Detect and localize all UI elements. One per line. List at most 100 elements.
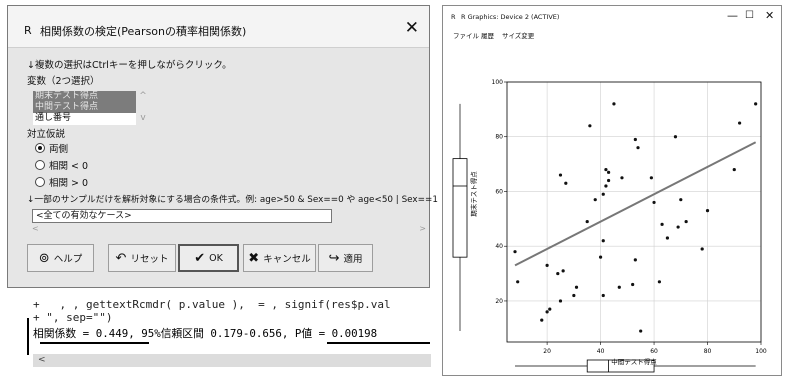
dialog-title: 相関係数の検定(Pearsonの積率相関係数) [40, 25, 247, 38]
cancel-button[interactable]: ✖ キャンセル [243, 244, 316, 272]
data-point [556, 271, 560, 276]
data-point [513, 250, 517, 254]
data-point [652, 200, 656, 205]
data-point [612, 102, 616, 106]
x-tick-label: 60 [650, 348, 658, 355]
data-point [617, 285, 621, 289]
close-icon[interactable]: ✕ [765, 9, 775, 22]
subset-scrollbar[interactable]: < > [32, 224, 426, 233]
data-point [636, 146, 640, 150]
help-button[interactable]: ⊚ ヘルプ [27, 244, 94, 272]
x-tick-label: 80 [704, 348, 712, 355]
graphics-menubar: ファイル 履歴 サイズ変更 [443, 28, 781, 42]
data-point [598, 255, 603, 259]
radio-selected-icon[interactable] [35, 143, 45, 153]
scroll-left-arrow[interactable]: < [38, 355, 46, 365]
console-line: + , , gettextRcmdr( p.value ), = , signi… [33, 298, 391, 311]
correlation-test-dialog: R 相関係数の検定(Pearsonの積率相関係数) ✕ ↓複数の選択はCtrlキ… [7, 5, 438, 288]
variable-item-id[interactable]: 通し番号 [35, 113, 72, 123]
apply-icon: ↪ [328, 250, 340, 266]
y-tick-label: 40 [495, 243, 503, 250]
data-point [585, 219, 589, 224]
data-point [601, 192, 605, 196]
listbox-scrollbar[interactable]: ^ v [139, 91, 147, 123]
data-point [684, 219, 688, 224]
data-point [665, 236, 670, 240]
radio-icon[interactable] [35, 177, 45, 187]
data-point [516, 280, 520, 284]
data-point [676, 225, 680, 229]
r-graphics-window: R R Graphics: Device 2 (ACTIVE) — ☐ ✕ ファ… [442, 5, 782, 376]
radio-less[interactable]: 相関 < 0 [35, 158, 88, 172]
maximize-icon[interactable]: ☐ [745, 10, 754, 21]
data-point [607, 178, 611, 183]
correlation-result: 相関係数 = 0.449, 95%信頼区間 0.179-0.656, P値 = … [33, 327, 378, 340]
y-boxplot [452, 103, 468, 332]
variables-label: 変数（2つ選択） [27, 76, 100, 87]
minimize-icon[interactable]: — [727, 9, 738, 22]
data-point [738, 121, 742, 125]
y-axis-label: 期末テスト得点 [469, 171, 478, 217]
data-point [564, 181, 568, 185]
y-box-body [452, 158, 468, 258]
radio-greater[interactable]: 相関 > 0 [35, 175, 88, 189]
variables-listbox[interactable]: 期末テスト得点 中間テスト得点 通し番号 [33, 91, 136, 125]
data-point [705, 209, 710, 213]
x-tick-label: 40 [597, 348, 605, 355]
data-point [660, 222, 664, 226]
data-point [561, 269, 565, 273]
reset-icon: ↶ [115, 250, 127, 266]
underline-pvalue [327, 342, 430, 344]
data-point [601, 239, 605, 243]
menu-file[interactable]: ファイル [453, 32, 479, 40]
data-point [604, 184, 608, 188]
variable-item-final[interactable]: 期末テスト得点 [33, 91, 136, 102]
data-point [593, 198, 597, 202]
graphics-title: R Graphics: Device 2 (ACTIVE) [461, 13, 560, 21]
data-point [588, 124, 592, 128]
x-axis-ticks: 20 40 60 80 100 [543, 342, 767, 355]
data-point [673, 135, 678, 139]
y-axis-ticks: 20 40 60 80 100 [492, 79, 507, 305]
radio-two-sided[interactable]: 両側 [35, 141, 68, 155]
apply-button[interactable]: ↪ 適用 [318, 244, 373, 272]
x-boxplot [515, 359, 756, 373]
x-axis-label: 中間テスト得点 [611, 357, 657, 366]
data-point [754, 102, 758, 106]
data-points [513, 102, 758, 333]
data-point [574, 285, 579, 289]
underline-coefficient [40, 342, 149, 344]
scatter-plot: 20 40 60 80 100 20 40 60 80 100 中間テスト得点 期末テスト得点 [452, 79, 767, 373]
y-tick-label: 80 [495, 134, 503, 141]
radio-icon[interactable] [35, 160, 45, 170]
y-tick-label: 100 [492, 79, 504, 86]
x-tick-label: 100 [755, 348, 767, 355]
graphics-titlebar[interactable]: R R Graphics: Device 2 (ACTIVE) — ☐ ✕ [443, 6, 781, 28]
data-point [540, 318, 544, 322]
data-point [649, 176, 653, 180]
r-app-icon: R [451, 13, 456, 21]
ok-button[interactable]: ✔ OK [178, 244, 239, 272]
menu-history[interactable]: 履歴 [481, 32, 494, 40]
help-icon: ⊚ [38, 250, 50, 266]
data-point [631, 282, 635, 287]
variable-item-midterm[interactable]: 中間テスト得点 [33, 102, 136, 113]
regression-line [514, 141, 757, 267]
plot-grid [507, 81, 762, 342]
data-point [572, 293, 576, 298]
dialog-titlebar[interactable]: R 相関係数の検定(Pearsonの積率相関係数) ✕ [8, 6, 429, 48]
console-output: + , , gettextRcmdr( p.value ), = , signi… [27, 297, 433, 369]
data-point [545, 310, 549, 314]
menu-resize[interactable]: サイズ変更 [502, 32, 535, 40]
data-point [607, 170, 611, 174]
close-icon[interactable]: ✕ [404, 18, 419, 38]
data-point [639, 329, 643, 333]
console-left-bracket [27, 318, 30, 355]
data-point [548, 307, 552, 311]
console-scrollbar[interactable]: < [33, 354, 431, 367]
reset-button[interactable]: ↶ リセット [108, 244, 176, 272]
subset-input[interactable]: <全ての有効なケース> [32, 209, 332, 223]
r-app-icon: R [24, 24, 32, 37]
console-line: + ", sep="") [33, 311, 113, 324]
x-tick-label: 20 [543, 348, 551, 355]
